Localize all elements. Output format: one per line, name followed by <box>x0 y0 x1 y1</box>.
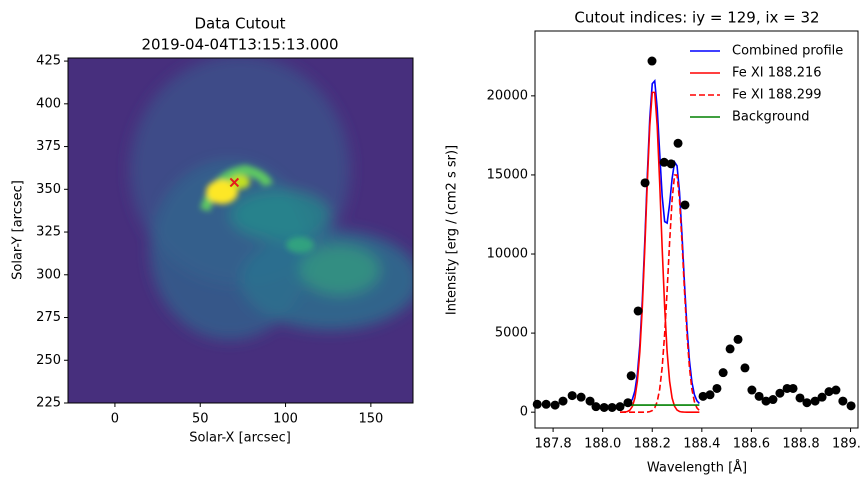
x-axis-label: Wavelength [Å] <box>647 460 747 476</box>
data-point <box>541 399 551 409</box>
x-tick-label: 188.8 <box>782 437 819 452</box>
data-point <box>615 402 625 412</box>
data-point <box>824 387 834 397</box>
y-tick-label: 350 <box>36 182 61 197</box>
y-tick-label: 400 <box>36 96 61 111</box>
y-axis-label: Solar-Y [arcsec] <box>11 180 26 280</box>
chart-title: Cutout indices: iy = 129, ix = 32 <box>574 9 819 27</box>
y-tick-label: 425 <box>36 54 61 69</box>
data-point <box>733 334 743 344</box>
data-point <box>626 371 636 381</box>
data-point <box>768 395 778 405</box>
series-line <box>620 174 700 413</box>
data-point <box>712 383 722 393</box>
y-tick-label: 20000 <box>487 88 528 103</box>
series-line <box>620 91 700 413</box>
marker <box>229 177 240 188</box>
x-tick-label: 50 <box>192 412 209 427</box>
data-point <box>725 344 735 354</box>
y-tick-label: 300 <box>36 267 61 282</box>
data-point <box>846 401 856 411</box>
x-tick-label: 188.2 <box>634 437 671 452</box>
y-tick-label: 5000 <box>495 326 528 341</box>
x-tick-label: 189.0 <box>832 437 860 452</box>
data-point <box>718 368 728 378</box>
data-point <box>838 396 848 406</box>
axes-frame <box>67 57 414 404</box>
chart-title: Data Cutout <box>194 15 285 33</box>
y-tick-label: 375 <box>36 139 61 154</box>
data-point <box>705 390 715 400</box>
data-point <box>585 396 595 406</box>
axes-frame <box>534 30 859 429</box>
data-point <box>666 159 676 169</box>
legend-label: Fe XI 188.216 <box>732 66 822 81</box>
data-point <box>576 392 586 402</box>
data-point <box>640 178 650 188</box>
x-tick-label: 188.0 <box>584 437 621 452</box>
data-point <box>754 391 764 401</box>
data-point <box>532 399 542 409</box>
data-point <box>817 392 827 402</box>
data-point <box>599 402 609 412</box>
y-tick-label: 250 <box>36 353 61 368</box>
data-point <box>659 157 669 167</box>
image-cutout <box>68 58 413 403</box>
data-point <box>747 385 757 395</box>
x-tick-label: 188.4 <box>683 437 720 452</box>
legend-label: Fe XI 188.299 <box>732 88 822 103</box>
x-axis-label: Solar-X [arcsec] <box>189 431 291 446</box>
y-tick-label: 10000 <box>487 247 528 262</box>
data-point <box>567 391 577 401</box>
data-point <box>591 402 601 412</box>
y-axis-label: Intensity [erg / (cm2 s sr)] <box>445 145 460 315</box>
data-point <box>558 396 568 406</box>
data-point <box>623 398 633 408</box>
chart-subtitle: 2019-04-04T13:15:13.000 <box>141 36 338 54</box>
data-point <box>633 306 643 316</box>
x-tick-label: 188.6 <box>733 437 770 452</box>
data-point <box>795 393 805 403</box>
x-tick-label: 100 <box>273 412 298 427</box>
y-tick-label: 325 <box>36 225 61 240</box>
x-tick-label: 187.8 <box>534 437 571 452</box>
x-tick-label: 150 <box>358 412 383 427</box>
data-point <box>698 391 708 401</box>
data-point <box>680 200 690 210</box>
data-point <box>810 396 820 406</box>
series-line <box>620 79 700 406</box>
data-point <box>607 402 617 412</box>
y-tick-label: 225 <box>36 396 61 411</box>
legend-label: Background <box>732 110 810 125</box>
y-tick-label: 275 <box>36 310 61 325</box>
data-point <box>788 383 798 393</box>
y-tick-label: 0 <box>520 405 528 420</box>
data-point <box>647 56 657 66</box>
legend-label: Combined profile <box>732 44 843 59</box>
data-point <box>775 388 785 398</box>
data-point <box>761 396 771 406</box>
y-tick-label: 15000 <box>487 167 528 182</box>
data-point <box>831 385 841 395</box>
x-tick-label: 0 <box>111 412 119 427</box>
data-point <box>802 398 812 408</box>
data-point <box>550 400 560 410</box>
data-point <box>673 138 683 148</box>
data-point <box>740 363 750 373</box>
